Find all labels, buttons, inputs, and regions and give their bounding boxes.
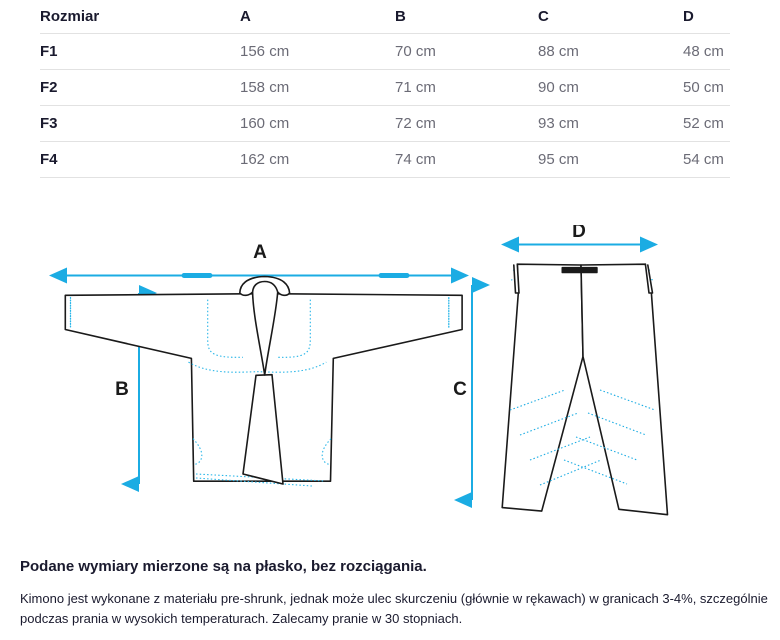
- svg-text:D: D: [572, 225, 586, 242]
- svg-text:A: A: [253, 242, 267, 263]
- svg-text:C: C: [453, 379, 467, 400]
- svg-text:B: B: [115, 379, 129, 400]
